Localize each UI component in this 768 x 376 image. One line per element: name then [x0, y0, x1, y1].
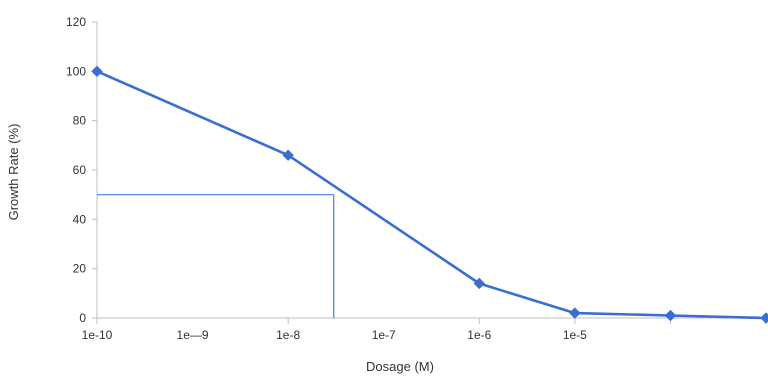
data-point-marker — [569, 307, 581, 319]
data-point-marker — [473, 277, 485, 290]
x-tick-label: 1e-8 — [276, 328, 300, 342]
x-tick-label: 1e-6 — [467, 328, 491, 342]
y-tick-label: 120 — [66, 15, 86, 29]
y-tick-label: 0 — [79, 311, 86, 325]
y-axis-ticks: 0 20 40 60 80 100 120 — [66, 15, 97, 325]
x-axis-title: Dosage (M) — [366, 359, 434, 374]
y-tick-label: 20 — [73, 262, 87, 276]
y-tick-label: 80 — [73, 114, 87, 128]
data-point-marker — [664, 309, 677, 322]
y-tick-label: 40 — [73, 212, 87, 226]
data-point-marker — [282, 149, 294, 161]
series-line — [96, 70, 767, 320]
data-point-marker — [760, 312, 768, 324]
y-axis-title: Growth Rate (%) — [6, 124, 21, 221]
y-tick-label: 60 — [73, 163, 87, 177]
x-tick-label: 1e-5 — [563, 328, 587, 342]
x-tick-label: 1e-7 — [372, 328, 396, 342]
x-axis-ticks: 1e-10 1e—9 1e-8 1e-7 1e-6 1e-5 — [82, 318, 767, 342]
data-point-marker — [91, 65, 103, 78]
y-tick-label: 100 — [66, 64, 86, 78]
reference-lines — [97, 194, 335, 318]
x-tick-label: 1e-10 — [82, 328, 113, 342]
x-tick-label: 1e—9 — [177, 328, 209, 342]
data-series — [91, 65, 768, 324]
